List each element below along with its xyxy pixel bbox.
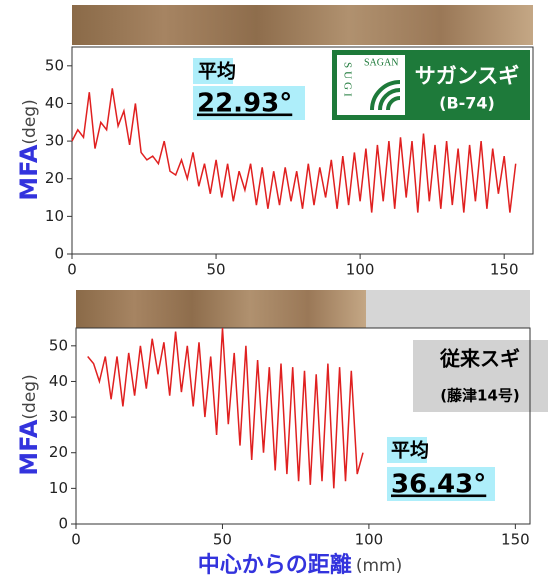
y-label: MFA [15,419,43,476]
y-axis-title: MFA(deg) [15,374,43,475]
wood-strip [76,290,366,328]
y-tick-label: 50 [49,336,68,354]
x-tick-label: 100 [355,531,384,549]
mean-label: 平均 [198,60,236,83]
y-tick-label: 30 [49,408,68,426]
species-name: 従来スギ [439,347,520,371]
y-tick-label: 10 [45,207,64,225]
y-tick-label: 20 [45,169,64,187]
y-tick-label: 0 [58,515,68,533]
y-tick-label: 50 [45,56,64,74]
species-code: (藤津14号) [440,387,520,405]
y-tick-label: 0 [54,245,64,263]
x-tick-label: 50 [207,261,226,279]
x-tick-label: 150 [501,531,530,549]
logo-top: SAGAN [364,57,398,68]
y-unit: (deg) [20,374,40,419]
y-label: MFA [15,144,43,201]
x-label: 中心からの距離 [198,552,352,578]
wood-strip [72,5,533,45]
data-line [88,328,363,488]
y-tick-label: 40 [49,372,68,390]
mean-value: 22.93° [197,89,292,119]
x-tick-label: 0 [71,531,81,549]
mean-label: 平均 [391,439,429,462]
y-tick-label: 20 [49,443,68,461]
y-axis-title: MFA(deg) [15,99,43,200]
y-tick-label: 30 [45,132,64,150]
blank-strip [366,290,530,328]
y-tick-label: 10 [49,479,68,497]
x-tick-label: 50 [213,531,232,549]
logo-side: SUGI [341,62,353,100]
x-tick-label: 0 [67,261,77,279]
species-name: サガンスギ [415,64,520,88]
x-tick-label: 150 [490,261,519,279]
x-tick-label: 100 [346,261,375,279]
y-tick-label: 40 [45,94,64,112]
species-code: (B-74) [439,94,495,113]
figure: 平均 22.93° SAGAN SUGI サガンスギ (B-74) 従来スギ (… [0,0,558,584]
x-unit: (mm) [356,556,402,576]
y-unit: (deg) [20,99,40,144]
x-axis-title: 中心からの距離(mm) [198,552,402,578]
mean-value: 36.43° [391,470,486,500]
